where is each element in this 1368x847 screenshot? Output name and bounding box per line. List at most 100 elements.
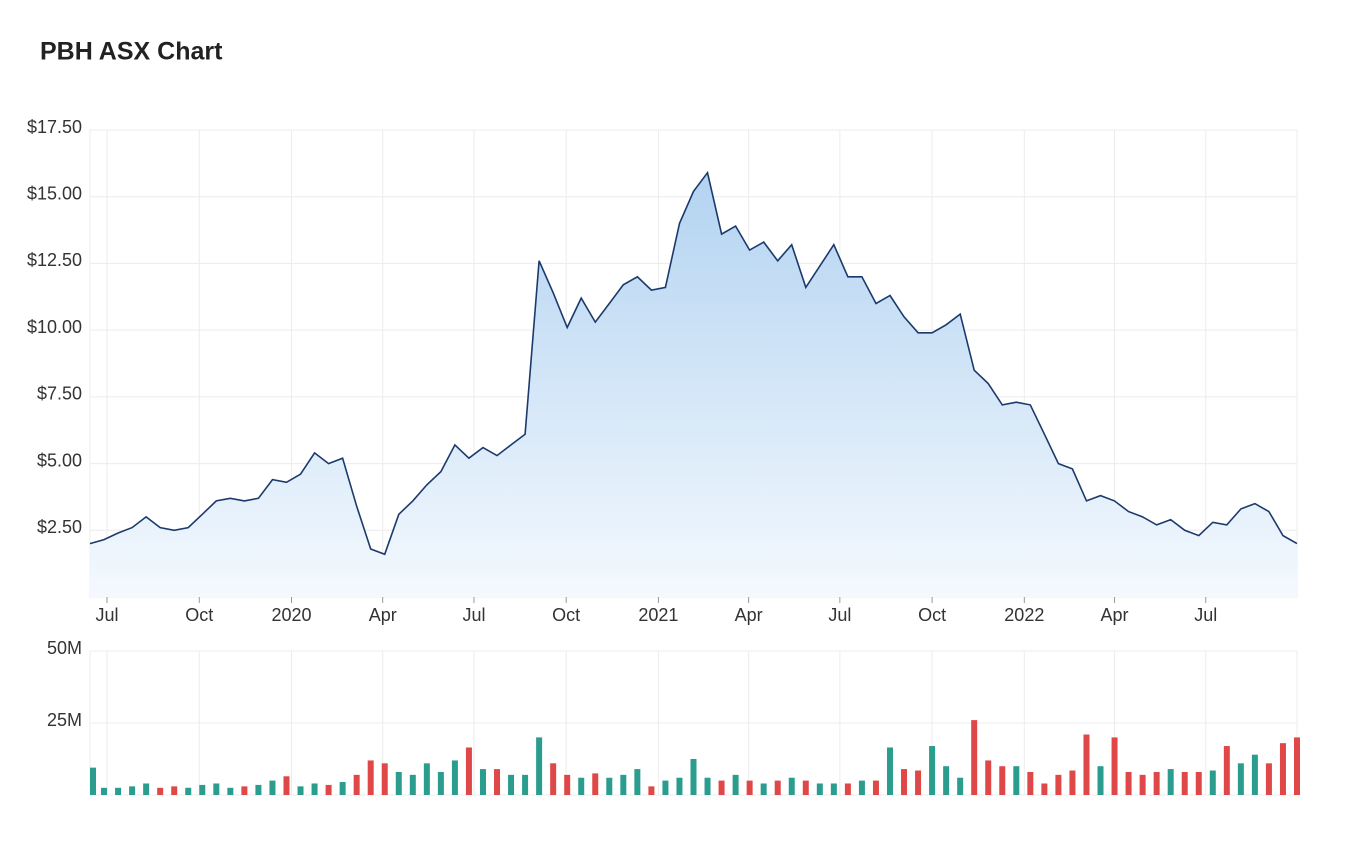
y-tick-label: $15.00: [27, 183, 82, 203]
y2-tick-label: 25M: [47, 710, 82, 730]
volume-bar: [1279, 743, 1286, 795]
volume-bar: [1069, 770, 1076, 795]
volume-bar: [648, 786, 655, 795]
volume-bar: [901, 769, 908, 795]
volume-bar: [662, 780, 669, 795]
volume-bar: [241, 786, 248, 795]
volume-bar: [1265, 763, 1272, 795]
volume-bar: [1013, 766, 1020, 795]
volume-bar: [1223, 746, 1230, 795]
x-tick-label: Jul: [828, 605, 851, 625]
volume-bar: [213, 783, 220, 795]
volume-bar: [915, 770, 922, 795]
volume-bar: [971, 720, 978, 795]
volume-bar: [985, 760, 992, 795]
volume-bar: [129, 786, 136, 795]
volume-bar: [830, 783, 837, 795]
volume-bar: [297, 786, 304, 795]
x-tick-label: 2022: [1004, 605, 1044, 625]
volume-bar: [1125, 771, 1132, 795]
volume-bar: [1027, 771, 1034, 795]
volume-bar: [620, 774, 627, 795]
volume-bar: [957, 777, 964, 795]
x-tick-label: Apr: [735, 605, 763, 625]
volume-bar: [1153, 771, 1160, 795]
x-tick-label: Jul: [462, 605, 485, 625]
x-tick-label: Oct: [918, 605, 946, 625]
volume-bar: [886, 747, 893, 795]
y2-tick-label: 50M: [47, 638, 82, 658]
volume-bar: [802, 780, 809, 795]
y-tick-label: $12.50: [27, 250, 82, 270]
volume-bar: [283, 776, 290, 795]
volume-bar: [381, 763, 388, 795]
volume-bar: [760, 783, 767, 795]
x-tick-label: Jul: [96, 605, 119, 625]
x-tick-label: 2020: [271, 605, 311, 625]
volume-bar: [465, 747, 472, 795]
y-tick-label: $2.50: [37, 517, 82, 537]
volume-bar: [536, 737, 543, 795]
y-tick-label: $17.50: [27, 117, 82, 137]
x-tick-label: 2021: [638, 605, 678, 625]
volume-bar: [718, 780, 725, 795]
volume-bar: [1237, 763, 1244, 795]
volume-bar: [564, 774, 571, 795]
volume-bar: [171, 786, 178, 795]
volume-bar: [199, 784, 206, 795]
volume-bar: [999, 766, 1006, 795]
volume-bar: [227, 787, 234, 795]
volume-bar: [1083, 734, 1090, 795]
x-tick-label: Apr: [1101, 605, 1129, 625]
x-tick-label: Oct: [185, 605, 213, 625]
volume-bar: [578, 777, 585, 795]
volume-bar: [690, 759, 697, 795]
volume-bar: [339, 782, 346, 795]
volume-bar: [508, 774, 515, 795]
volume-bar: [143, 783, 150, 795]
volume-bar: [1139, 774, 1146, 795]
volume-bar: [550, 763, 557, 795]
volume-bar: [451, 760, 458, 795]
x-tick-label: Jul: [1194, 605, 1217, 625]
volume-bar: [353, 774, 360, 795]
volume-bar: [1195, 771, 1202, 795]
volume-bar: [409, 774, 416, 795]
x-tick-label: Apr: [369, 605, 397, 625]
y-tick-label: $10.00: [27, 317, 82, 337]
volume-bar: [1181, 771, 1188, 795]
volume-bar: [90, 767, 96, 795]
volume-bar: [1167, 769, 1174, 795]
volume-bar: [255, 784, 262, 795]
volume-bar: [367, 760, 374, 795]
volume-bar: [185, 787, 192, 795]
volume-bar: [606, 777, 613, 795]
volume-bar: [423, 763, 430, 795]
volume-bar: [494, 769, 501, 795]
volume-bar: [1055, 774, 1062, 795]
volume-bar: [858, 780, 865, 795]
volume-bar: [437, 771, 444, 795]
volume-bar: [774, 780, 781, 795]
y-tick-label: $7.50: [37, 384, 82, 404]
volume-bar: [676, 777, 683, 795]
volume-bar: [311, 783, 318, 795]
y-tick-label: $5.00: [37, 450, 82, 470]
volume-bar: [522, 774, 529, 795]
volume-bar: [929, 746, 936, 795]
volume-bar: [325, 784, 332, 795]
volume-bar: [269, 780, 276, 795]
volume-bar: [115, 787, 122, 795]
price-area: [90, 172, 1297, 597]
volume-bar: [157, 787, 164, 795]
volume-bar: [943, 766, 950, 795]
volume-bar: [634, 769, 641, 795]
volume-bar: [1111, 737, 1118, 795]
volume-bar: [816, 783, 823, 795]
volume-bar: [704, 777, 711, 795]
volume-bar: [592, 773, 599, 795]
volume-bar: [1209, 770, 1216, 795]
price-line: [89, 170, 1298, 556]
volume-bar: [1097, 766, 1104, 795]
